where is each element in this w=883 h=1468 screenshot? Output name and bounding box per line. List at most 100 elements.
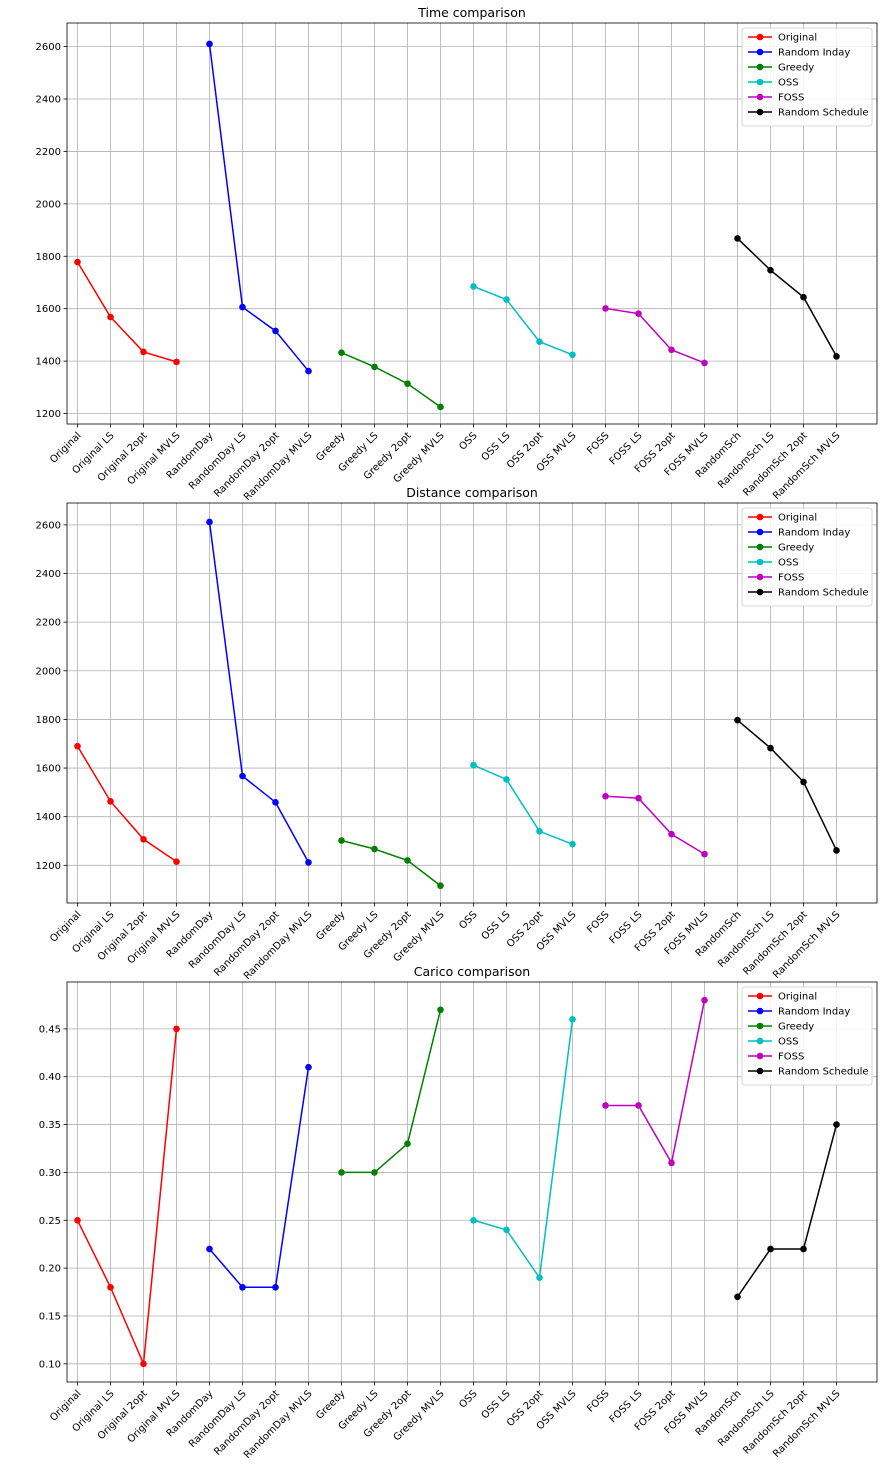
x-tick-label: Greedy bbox=[314, 909, 347, 942]
y-tick-label: 2600 bbox=[36, 42, 61, 53]
data-point bbox=[470, 283, 477, 290]
y-tick-label: 1800 bbox=[36, 252, 61, 263]
y-tick-label: 2200 bbox=[36, 147, 61, 158]
legend-swatch-marker bbox=[756, 78, 764, 86]
grid bbox=[67, 23, 877, 424]
data-point bbox=[569, 840, 576, 848]
data-point bbox=[668, 830, 675, 838]
x-tick-label: RandomSch MVLS bbox=[771, 430, 843, 502]
data-point bbox=[305, 367, 312, 375]
legend-label: FOSS bbox=[778, 573, 804, 584]
data-point bbox=[833, 353, 840, 360]
data-point bbox=[173, 358, 180, 366]
y-tick-label: 0.25 bbox=[39, 1216, 61, 1227]
data-point bbox=[74, 258, 81, 266]
y-tick-label: 1600 bbox=[36, 304, 61, 315]
chart-title: Distance comparison bbox=[406, 485, 538, 500]
data-point bbox=[833, 847, 840, 854]
data-point bbox=[833, 1121, 840, 1128]
data-point bbox=[305, 859, 312, 866]
series-line bbox=[208, 521, 310, 863]
series-oss bbox=[470, 761, 576, 848]
legend-swatch-marker bbox=[756, 108, 764, 116]
y-tick-label: 0.40 bbox=[39, 1072, 61, 1083]
y-tick-label: 2000 bbox=[36, 199, 61, 210]
series-original bbox=[74, 742, 180, 865]
data-point bbox=[635, 1102, 642, 1109]
data-point bbox=[800, 1245, 807, 1253]
data-point bbox=[668, 1159, 675, 1167]
legend-label: Random Schedule bbox=[778, 1067, 869, 1078]
legend-swatch-marker bbox=[756, 543, 764, 551]
data-point bbox=[470, 1216, 477, 1224]
x-tick-label: RandomDay LS bbox=[187, 430, 249, 492]
legend-swatch-marker bbox=[756, 558, 764, 566]
legend-label: Greedy bbox=[778, 543, 814, 554]
series-line bbox=[605, 307, 705, 364]
y-tick-label: 0.10 bbox=[39, 1359, 61, 1370]
plot-frame bbox=[66, 22, 878, 425]
data-point bbox=[74, 742, 81, 750]
legend-label: Random Schedule bbox=[778, 108, 869, 119]
x-tick-label: OSS LS bbox=[480, 909, 513, 942]
data-point bbox=[371, 363, 378, 371]
x-tick-label: OSS LS bbox=[480, 430, 513, 463]
data-point bbox=[569, 351, 576, 359]
y-tick-label: 1400 bbox=[36, 357, 61, 368]
data-point bbox=[536, 827, 543, 835]
chart-title: Time comparison bbox=[417, 5, 526, 20]
data-point bbox=[635, 310, 642, 317]
y-tick-label: 0.35 bbox=[39, 1120, 61, 1131]
data-point bbox=[635, 794, 642, 802]
time-comparison-chart: Time comparison 1200 1400 1600 1800 2000 2200 2… bbox=[36, 5, 878, 503]
y-tick-label: 1200 bbox=[36, 861, 61, 872]
data-point bbox=[503, 296, 510, 303]
legend-swatch-marker bbox=[756, 528, 764, 536]
y-tick-label: 1600 bbox=[36, 764, 61, 775]
series-random-inday bbox=[206, 518, 312, 866]
data-point bbox=[338, 1169, 345, 1176]
data-point bbox=[800, 293, 807, 301]
legend: Original Random Inday Greedy OSS FOSS Random … bbox=[741, 986, 873, 1086]
series-line bbox=[473, 285, 573, 356]
series-line bbox=[341, 1009, 442, 1174]
legend-label: Random Schedule bbox=[778, 588, 869, 599]
data-point bbox=[668, 346, 675, 354]
data-point bbox=[107, 313, 114, 321]
data-point bbox=[371, 1169, 378, 1176]
data-point bbox=[767, 1245, 774, 1253]
series-line bbox=[76, 1028, 178, 1365]
legend: Original Random Inday Greedy OSS FOSS Random … bbox=[741, 27, 873, 127]
legend-label: OSS bbox=[778, 558, 799, 569]
data-point bbox=[536, 1274, 543, 1281]
data-point bbox=[767, 744, 774, 752]
legend-label: Original bbox=[778, 513, 817, 524]
y-tick-label: 1200 bbox=[36, 409, 61, 420]
chart-title: Carico comparison bbox=[414, 964, 530, 979]
x-tick-label: RandomSch LS bbox=[716, 1388, 777, 1449]
data-point bbox=[140, 835, 147, 843]
data-point bbox=[107, 798, 114, 805]
legend-swatch-marker bbox=[756, 513, 764, 521]
series-line bbox=[473, 764, 573, 845]
y-tick-label: 1800 bbox=[36, 715, 61, 726]
series-original bbox=[74, 258, 180, 366]
legend-label: Greedy bbox=[778, 1022, 814, 1033]
legend-label: OSS bbox=[778, 1037, 799, 1048]
x-tick-label: FOSS bbox=[585, 1388, 611, 1414]
series-random-inday bbox=[206, 40, 312, 375]
legend-swatch-marker bbox=[756, 33, 764, 41]
data-point bbox=[767, 266, 774, 274]
legend-label: FOSS bbox=[778, 93, 804, 104]
plot-frame bbox=[66, 502, 878, 904]
x-tick-label: RandomSch LS bbox=[716, 430, 777, 491]
data-point bbox=[173, 1025, 180, 1033]
legend-label: Greedy bbox=[778, 63, 814, 74]
data-point bbox=[437, 403, 444, 411]
data-point bbox=[272, 327, 279, 335]
data-point bbox=[800, 778, 807, 786]
x-tick-label: OSS bbox=[457, 909, 479, 931]
data-point bbox=[140, 1360, 147, 1368]
legend-swatch-marker bbox=[756, 93, 764, 101]
series-foss bbox=[602, 996, 708, 1167]
